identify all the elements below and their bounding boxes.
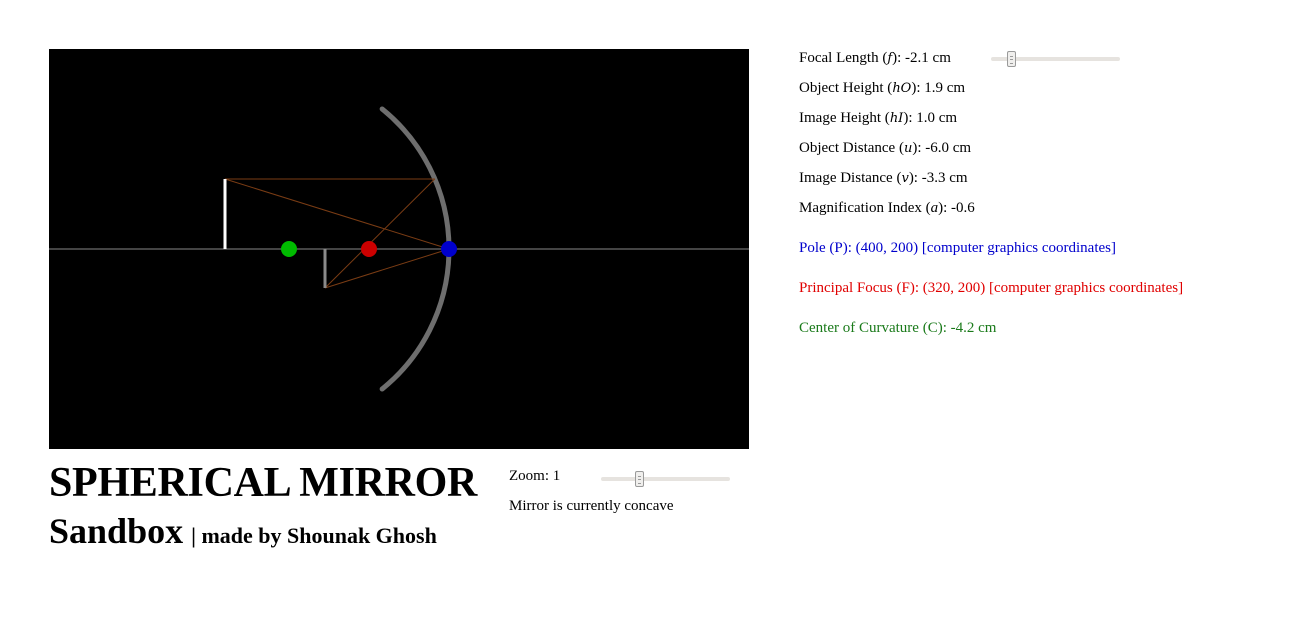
focus-coordinates: Principal Focus (F): (320, 200) [compute…	[799, 280, 1184, 296]
zoom-slider-track	[601, 477, 730, 481]
ray-reflected-through-focus	[324, 178, 436, 289]
zoom-slider-thumb[interactable]	[635, 471, 644, 487]
focal-length-row: Focal Length (f): -2.1 cm	[799, 48, 1289, 78]
ray-to-pole	[224, 178, 450, 250]
ray-reflected-from-pole	[324, 248, 450, 289]
image-distance-row: Image Distance (v): -3.3 cm	[799, 170, 968, 186]
simulation-canvas[interactable]	[49, 49, 749, 449]
center-of-curvature: Center of Curvature (C): -4.2 cm	[799, 320, 997, 336]
var-v: v	[901, 171, 909, 186]
focal-length-slider[interactable]	[991, 51, 1120, 67]
pole-coordinates: Pole (P): (400, 200) [computer graphics …	[799, 240, 1116, 256]
var-f: f	[887, 51, 893, 66]
center-of-curvature-point	[281, 241, 297, 257]
object-distance-row: Object Distance (u): -6.0 cm	[799, 140, 972, 156]
subtitle: Sandbox | made by Shounak Ghosh	[49, 510, 477, 552]
image-height-row: Image Height (hI): 1.0 cm	[799, 110, 958, 126]
author-credit: | made by Shounak Ghosh	[191, 523, 437, 548]
pole-point	[441, 241, 457, 257]
zoom-controls: Zoom: 1 Mirror is currently concave	[509, 468, 734, 515]
var-u: u	[903, 141, 913, 156]
zoom-slider[interactable]	[601, 471, 730, 487]
focal-slider-track	[991, 57, 1120, 61]
var-a: a	[930, 200, 939, 216]
info-panel: Focal Length (f): -2.1 cm Object Height …	[799, 48, 1289, 358]
object-height-row: Object Height (hO): 1.9 cm	[799, 80, 966, 96]
focus-point	[361, 241, 377, 257]
var-ho: hO	[892, 81, 912, 96]
mirror-mode-status: Mirror is currently concave	[509, 498, 674, 514]
zoom-label: Zoom: 1	[509, 468, 561, 484]
subtitle-sandbox: Sandbox	[49, 511, 184, 551]
var-hi: hI	[889, 111, 904, 126]
page-title: SPHERICAL MIRROR	[49, 460, 478, 506]
focal-slider-thumb[interactable]	[1007, 51, 1016, 67]
title-block: SPHERICAL MIRROR Sandbox | made by Shouna…	[49, 460, 477, 552]
magnification-row: Magnification Index (a): -0.6	[799, 200, 975, 216]
